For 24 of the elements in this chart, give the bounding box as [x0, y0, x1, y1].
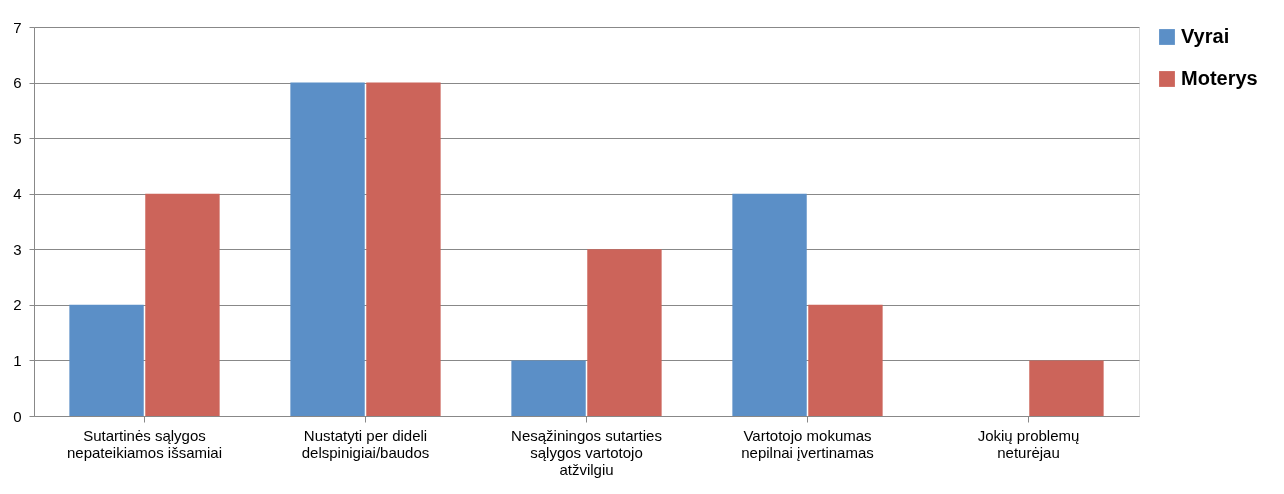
- bar: [732, 193, 807, 416]
- bar: [1029, 360, 1104, 416]
- y-tick-label: 0: [13, 407, 22, 425]
- y-tick-label: 7: [13, 18, 22, 36]
- bar: [290, 82, 365, 416]
- y-tick-label: 4: [13, 185, 22, 203]
- x-tick-label: Nesąžiningos sutarties sąlygos vartotojo atžvilgiu: [511, 426, 662, 478]
- x-tick-label: Jokių problemų neturėjau: [977, 426, 1080, 461]
- x-tick-label: Nustatyti per dideli delspinigiai/baudos: [301, 426, 430, 461]
- y-tick-label: 5: [13, 129, 22, 147]
- bar: [145, 193, 220, 416]
- legend-label: Moterys: [1181, 67, 1258, 89]
- bar: [511, 360, 586, 416]
- y-tick-label: 1: [13, 351, 22, 369]
- y-tick-label: 3: [13, 240, 22, 258]
- bar: [587, 249, 662, 416]
- y-tick-label: 2: [13, 296, 22, 314]
- bar: [366, 82, 441, 416]
- x-tick-label: Vartotojo mokumas nepilnai įvertinamas: [741, 426, 874, 461]
- bar: [69, 304, 144, 416]
- y-tick-label: 6: [13, 74, 22, 92]
- x-tick-label: Sutartinės sąlygos nepateikiamos išsamiai: [66, 426, 223, 461]
- bar: [808, 304, 883, 416]
- legend-label: Vyrai: [1181, 25, 1230, 47]
